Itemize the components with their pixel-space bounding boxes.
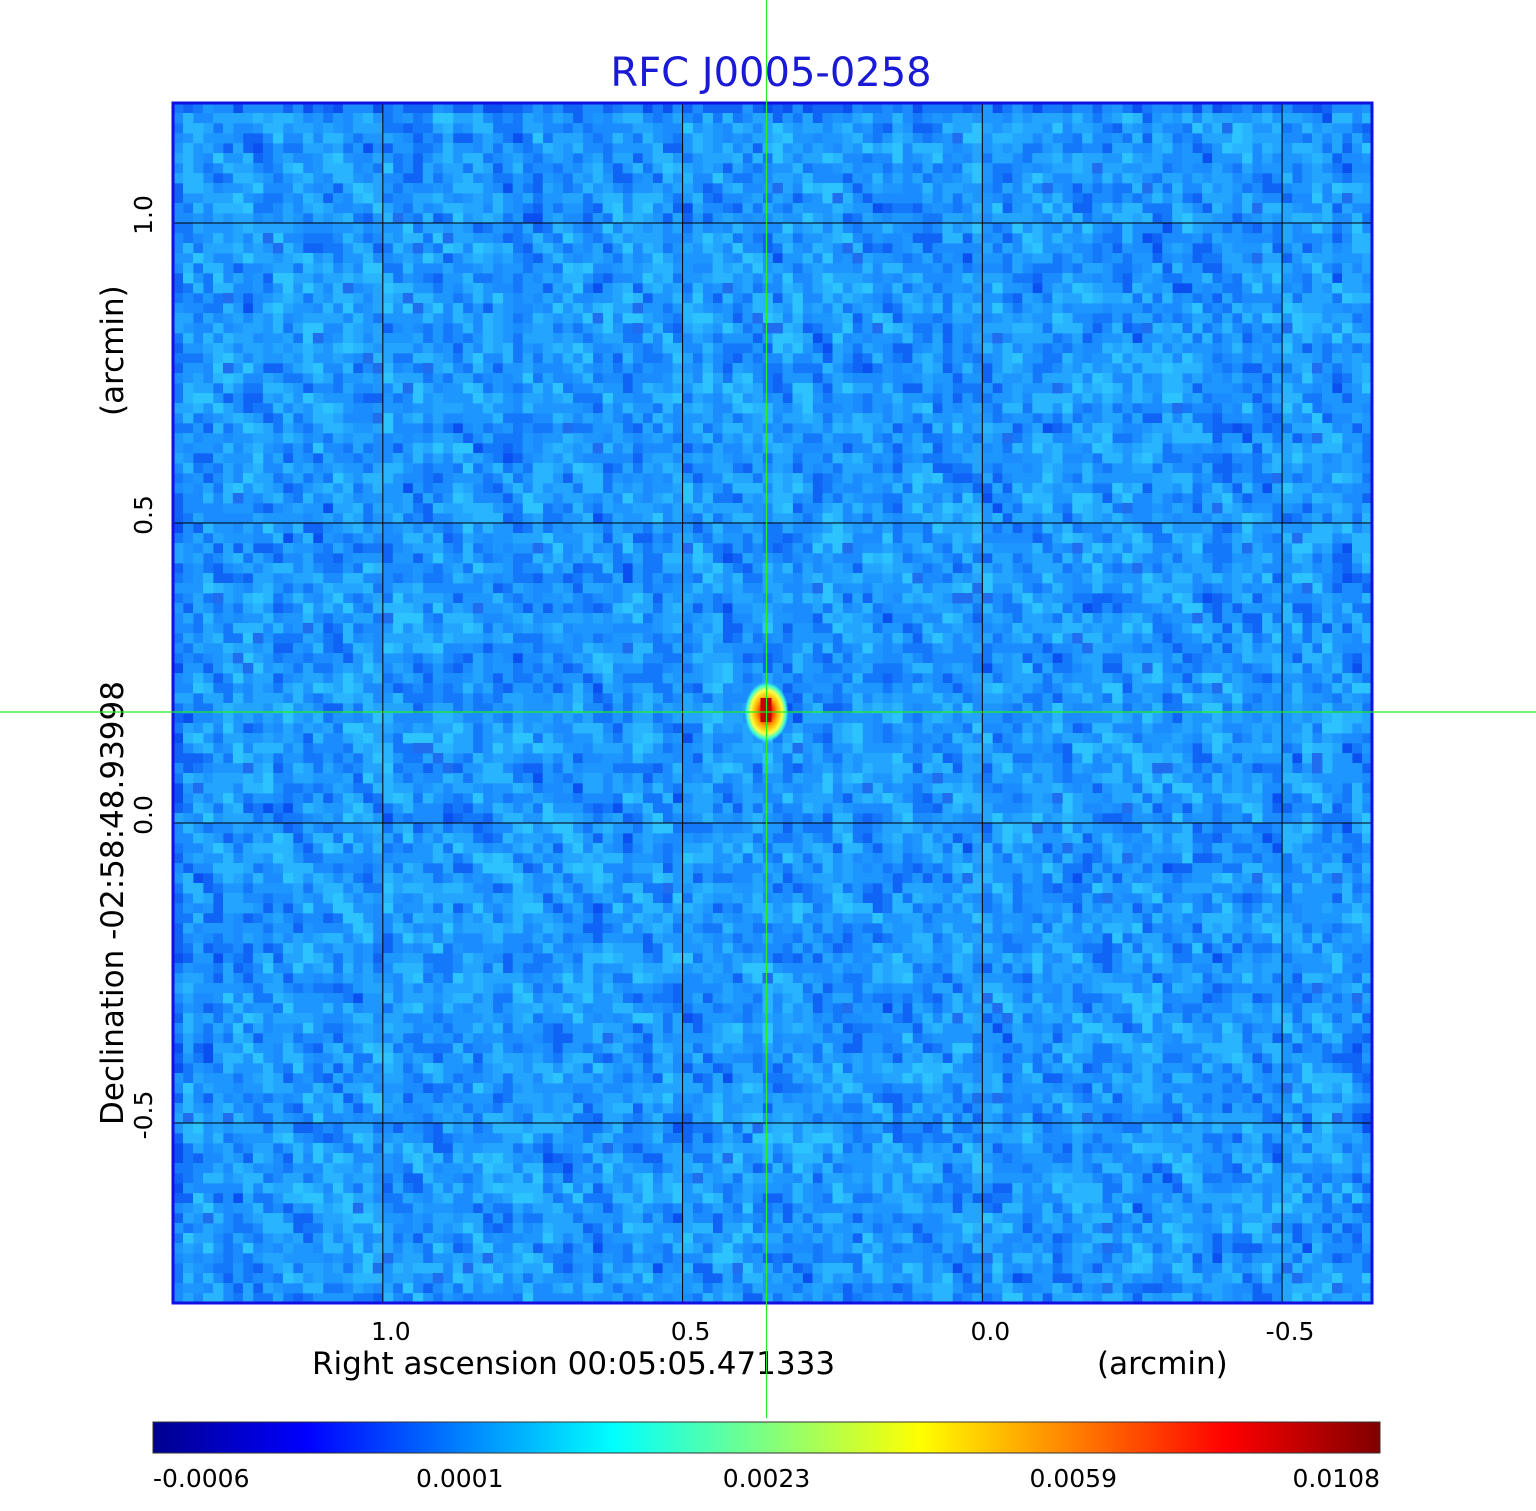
colorbar-tick-labels: -0.0006 0.0001 0.0023 0.0059 0.0108 [153,1464,1380,1493]
colorbar [152,1421,1381,1454]
chart-title: RFC J0005-0258 [610,50,931,96]
crosshair [0,0,1536,1418]
y-tick-label: -0.5 [129,1091,158,1140]
colorbar-tick-label: 0.0001 [416,1464,503,1493]
colorbar-tick-label: 0.0059 [1030,1464,1117,1493]
colorbar-tick-label: 0.0023 [723,1464,810,1493]
y-tick-label: 1.0 [129,195,158,235]
noise-layer [173,113,1372,1303]
x-tick-label: -0.5 [1266,1317,1315,1346]
x-axis-label: Right ascension 00:05:05.471333 [312,1346,835,1382]
noise-layer [183,113,1372,1303]
plot-frame [171,101,1374,1305]
colorbar-tick-label: 0.0108 [1293,1464,1380,1493]
grid [173,103,1373,1303]
x-axis-unit: (arcmin) [1097,1346,1228,1382]
x-tick-label: 0.5 [671,1317,711,1346]
y-tick-labels: 1.0 0.5 0.0 -0.5 [129,195,158,1139]
colorbar-tick-label: -0.0006 [153,1464,250,1493]
x-tick-label: 1.0 [371,1317,411,1346]
y-tick-label: 0.5 [129,495,158,535]
x-tick-label: 0.0 [970,1317,1010,1346]
x-tick-labels: 1.0 0.5 0.0 -0.5 [371,1317,1315,1346]
y-axis-unit: (arcmin) [95,285,131,416]
y-tick-label: 0.0 [129,795,158,835]
y-axis-label: Declination -02:58:48.93998 [95,681,131,1125]
